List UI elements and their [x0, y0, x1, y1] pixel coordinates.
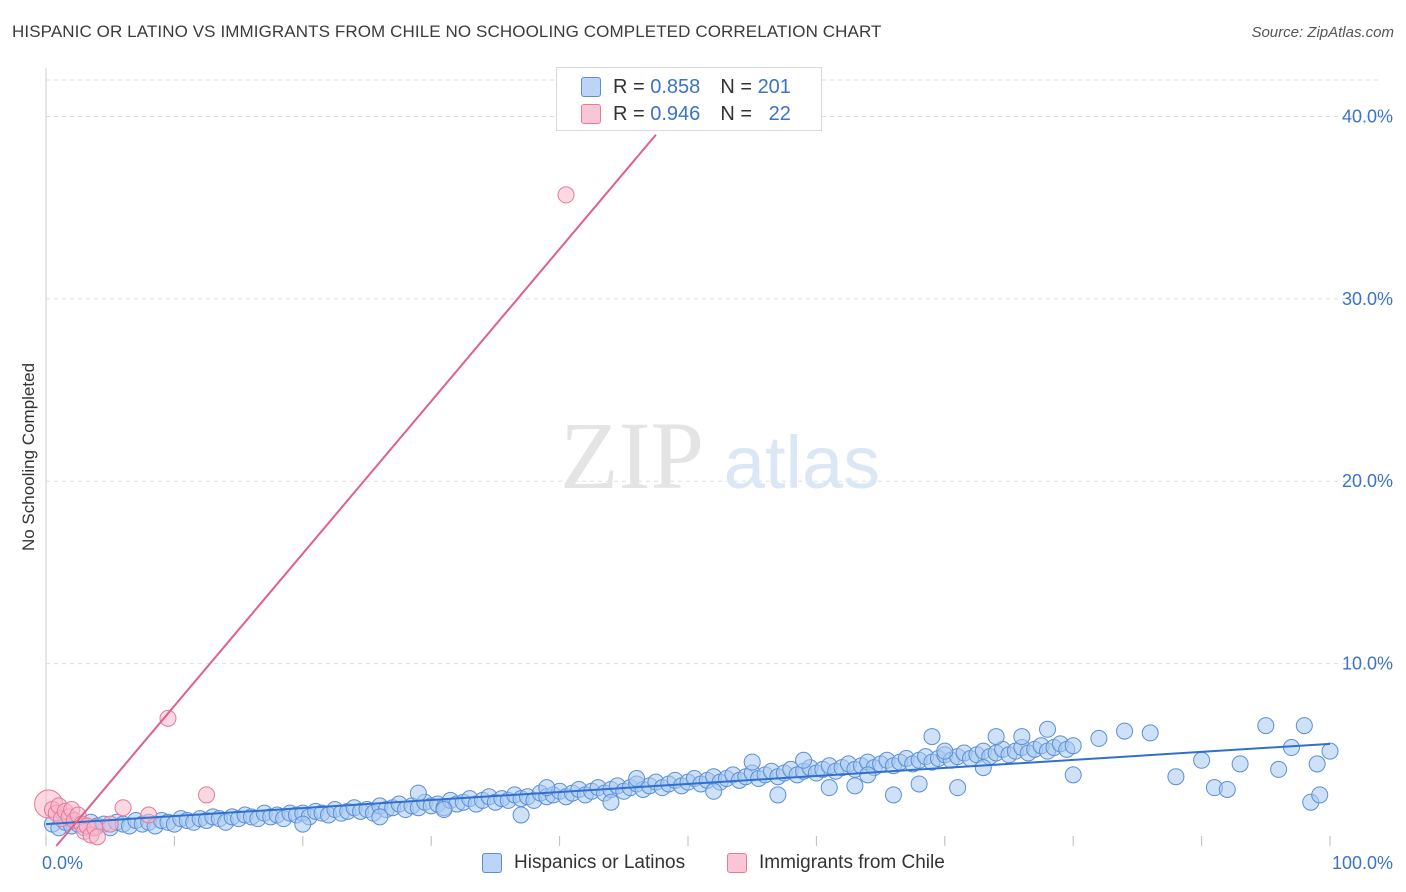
- data-point-hispanics: [1193, 751, 1211, 769]
- legend-swatch-blue: [581, 77, 601, 97]
- trendline-hispanics: [45, 742, 1331, 826]
- data-point-hispanics: [1295, 717, 1313, 735]
- data-point-hispanics: [1308, 755, 1326, 773]
- data-point-hispanics: [602, 793, 620, 811]
- legend-n-value: 22: [768, 102, 791, 125]
- stats-legend: R = 0.858 N = 201 R = 0.946 N = 22: [556, 67, 822, 131]
- data-point-hispanics: [512, 806, 530, 824]
- data-point-hispanics: [846, 777, 864, 795]
- legend-r-value: 0.858: [650, 75, 701, 98]
- data-point-hispanics: [884, 786, 902, 804]
- data-point-chile: [140, 806, 158, 824]
- watermark: ZIP atlas: [560, 402, 880, 509]
- chart-title: HISPANIC OR LATINO VS IMMIGRANTS FROM CH…: [12, 22, 882, 41]
- data-point-hispanics: [795, 751, 813, 769]
- data-point-hispanics: [628, 770, 646, 788]
- data-point-hispanics: [705, 782, 723, 800]
- data-point-hispanics: [1231, 755, 1249, 773]
- trendline-chile: [55, 134, 657, 847]
- bottom-legend-chile[interactable]: Immigrants from Chile: [727, 850, 945, 876]
- series-chile-points: [34, 186, 575, 846]
- data-point-hispanics: [910, 775, 928, 793]
- legend-series-name: Hispanics or Latinos: [514, 852, 686, 873]
- data-point-hispanics: [1064, 766, 1082, 784]
- legend-row-hispanics: R = 0.858 N = 201: [581, 75, 791, 99]
- legend-swatch-pink: [581, 104, 601, 124]
- legend-swatch-blue: [482, 853, 502, 873]
- legend-r-label: R =: [613, 75, 645, 98]
- y-axis-label: No Schooling Completed: [19, 363, 38, 551]
- legend-n-label: N =: [720, 102, 752, 125]
- data-point-hispanics: [1270, 760, 1288, 778]
- y-tick-label: 40.0%: [1342, 106, 1393, 126]
- data-point-hispanics: [1064, 737, 1082, 755]
- data-point-hispanics: [371, 808, 389, 826]
- legend-r-label: R =: [613, 102, 645, 125]
- data-point-hispanics: [743, 753, 761, 771]
- data-point-hispanics: [974, 759, 992, 777]
- source-label: Source: ZipAtlas.com: [1251, 24, 1394, 41]
- data-point-hispanics: [987, 728, 1005, 746]
- data-point-hispanics: [1090, 729, 1108, 747]
- x-tick-label: 100.0%: [1332, 853, 1393, 873]
- legend-series-name: Immigrants from Chile: [759, 852, 945, 873]
- data-point-hispanics: [949, 779, 967, 797]
- legend-r-value: 0.946: [650, 102, 701, 125]
- y-tick-label: 30.0%: [1342, 289, 1393, 309]
- watermark-zip: ZIP: [560, 402, 704, 509]
- data-point-hispanics: [936, 742, 954, 760]
- data-point-hispanics: [435, 801, 453, 819]
- tick-labels: 10.0% 20.0% 30.0% 40.0% 0.0% 100.0%: [42, 106, 1393, 873]
- trendlines: [45, 134, 1331, 847]
- data-point-chile: [198, 786, 215, 804]
- data-point-chile: [114, 799, 132, 817]
- y-tick-label: 20.0%: [1342, 471, 1393, 491]
- data-point-hispanics: [1311, 786, 1329, 804]
- data-point-chile: [101, 815, 119, 833]
- data-point-chile: [88, 828, 106, 846]
- axes: [45, 68, 1331, 846]
- legend-row-chile: R = 0.946 N = 22: [581, 102, 791, 126]
- data-point-hispanics: [1257, 717, 1275, 735]
- legend-n-label: N =: [720, 75, 752, 98]
- data-point-hispanics: [1167, 768, 1185, 786]
- y-tick-label: 10.0%: [1342, 654, 1393, 674]
- data-point-hispanics: [1218, 780, 1236, 798]
- data-point-hispanics: [859, 766, 877, 784]
- data-point-chile: [557, 186, 575, 204]
- data-point-hispanics: [769, 786, 787, 804]
- gridlines: [46, 79, 1380, 665]
- series-hispanics-points: [43, 717, 1339, 837]
- data-point-hispanics: [1321, 742, 1339, 760]
- data-point-hispanics: [923, 728, 941, 746]
- data-point-chile: [159, 709, 177, 727]
- legend-swatch-pink: [727, 853, 747, 873]
- data-point-hispanics: [294, 815, 312, 833]
- data-point-hispanics: [409, 784, 427, 802]
- data-point-hispanics: [1141, 724, 1159, 742]
- data-point-hispanics: [1039, 720, 1057, 738]
- data-point-hispanics: [1116, 722, 1134, 740]
- data-point-hispanics: [1013, 728, 1031, 746]
- legend-n-value: 201: [757, 75, 791, 98]
- bottom-legend-hispanics[interactable]: Hispanics or Latinos: [482, 850, 685, 876]
- data-point-hispanics: [820, 779, 838, 797]
- watermark-atlas: atlas: [724, 421, 880, 504]
- x-tick-label: 0.0%: [42, 853, 83, 873]
